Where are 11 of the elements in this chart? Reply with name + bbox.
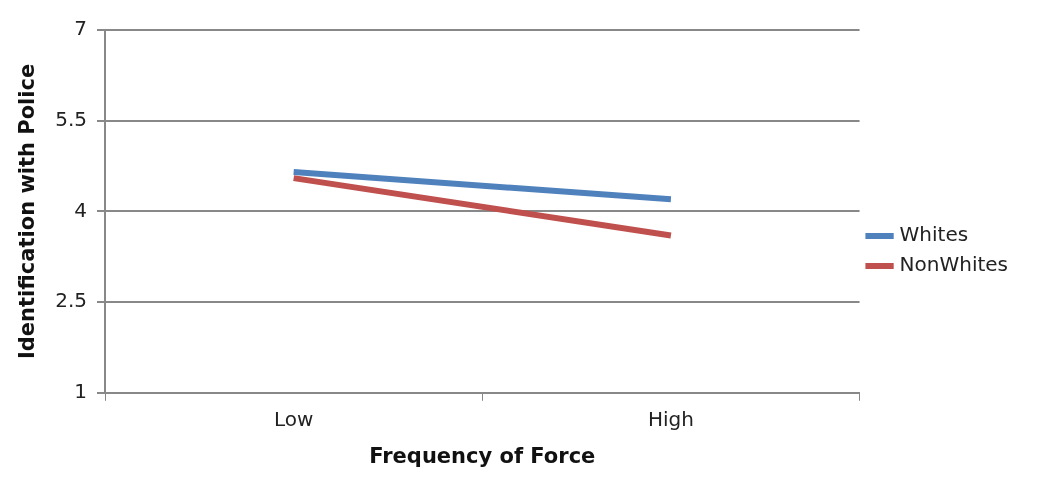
legend-label: NonWhites (899, 252, 1009, 277)
legend-label: Whites (899, 222, 969, 247)
x-tick-label: High (647, 407, 694, 431)
y-tick-label: 2.5 (55, 288, 88, 313)
y-tick-label: 7 (74, 16, 88, 41)
x-tick-label: Low (273, 407, 314, 431)
y-axis-title: Identification with Police (15, 63, 40, 359)
y-tick-label: 1 (74, 379, 88, 403)
x-axis-title: Frequency of Force (369, 443, 596, 468)
y-tick-label: 4 (74, 197, 88, 222)
y-tick-label: 5.5 (55, 106, 88, 131)
